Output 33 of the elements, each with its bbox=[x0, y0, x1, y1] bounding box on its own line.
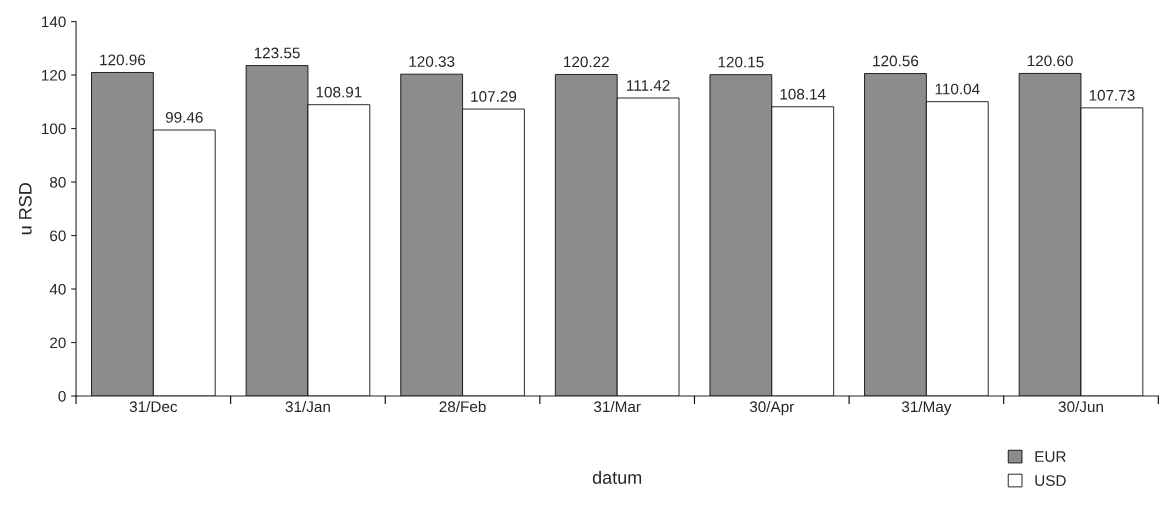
data-label: 108.14 bbox=[780, 88, 826, 100]
data-label: 120.33 bbox=[409, 56, 455, 67]
y-tick-label: 60 bbox=[50, 230, 66, 242]
y-tick-label: 40 bbox=[49, 283, 66, 295]
data-label: 120.22 bbox=[564, 56, 609, 68]
data-label: 110.04 bbox=[935, 83, 980, 95]
y-tick-label: 20 bbox=[50, 337, 66, 349]
y-axis-title: u RSD bbox=[18, 183, 32, 235]
x-axis-title: datum bbox=[592, 470, 642, 484]
x-tick-label: 31/May bbox=[901, 400, 952, 416]
x-tick-label: 31/Mar bbox=[593, 400, 641, 413]
x-tick-label: 31/Jan bbox=[285, 400, 330, 413]
x-tick-label: 30/Jun bbox=[1058, 400, 1103, 413]
y-tick-label: 0 bbox=[58, 390, 66, 402]
x-tick-label: 28/Feb bbox=[439, 400, 486, 413]
data-label: 107.29 bbox=[471, 91, 517, 102]
y-tick-label: 120 bbox=[42, 69, 66, 81]
data-label: 120.56 bbox=[873, 55, 919, 67]
data-label: 111.42 bbox=[627, 79, 670, 91]
legend-label: EUR bbox=[1035, 451, 1066, 463]
data-label: 123.55 bbox=[254, 47, 300, 59]
y-tick-label: 100 bbox=[42, 123, 66, 135]
data-label: 99.46 bbox=[165, 111, 203, 123]
data-label: 107.73 bbox=[1089, 89, 1135, 101]
data-label: 120.60 bbox=[1027, 55, 1073, 67]
data-label: 120.96 bbox=[100, 54, 146, 66]
x-tick-label: 30/Apr bbox=[749, 400, 795, 416]
data-label: 120.15 bbox=[718, 56, 764, 68]
data-label: 108.91 bbox=[316, 86, 362, 98]
y-tick-label: 80 bbox=[50, 176, 66, 188]
x-tick-label: 31/Dec bbox=[129, 400, 178, 413]
legend-label: USD bbox=[1035, 475, 1066, 486]
y-tick-label: 140 bbox=[42, 16, 66, 28]
